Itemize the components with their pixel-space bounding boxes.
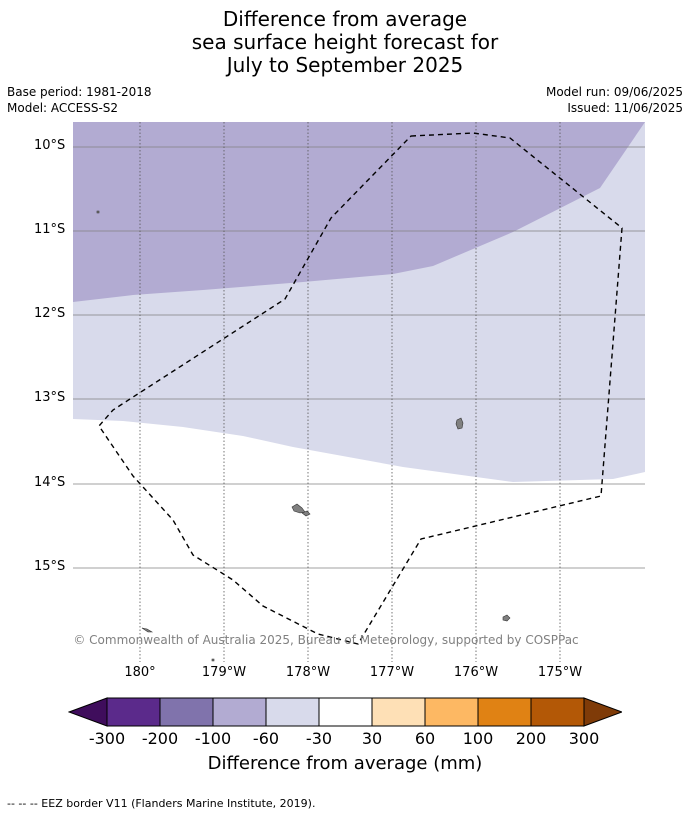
colorbar-cell: [318, 697, 373, 727]
meta-right: Model run: 09/06/2025 Issued: 11/06/2025: [546, 84, 683, 116]
model-name: Model: ACCESS-S2: [7, 101, 119, 115]
island-southwest: [141, 627, 154, 633]
title-line-3: July to September 2025: [226, 53, 464, 77]
lat-gridlines: [73, 146, 645, 569]
lat-label-12s: 12°S: [34, 306, 66, 321]
base-period: Base period: 1981-2018: [7, 85, 152, 99]
colorbar-tick-label: 300: [568, 729, 600, 748]
issued-date: Issued: 11/06/2025: [567, 101, 683, 115]
lon-label-179w: 179°W: [201, 665, 247, 680]
colorbar-tick-label: -30: [305, 729, 333, 748]
lon-label-178w: 178°W: [285, 665, 331, 680]
lat-label-15s: 15°S: [34, 559, 66, 574]
anomaly-band-dark: [73, 122, 645, 302]
colorbar-cell: [265, 697, 320, 727]
colorbar-cells: [68, 697, 622, 727]
colorbar-tick-label: 100: [462, 729, 494, 748]
colorbar-title: Difference from average (mm): [207, 753, 483, 774]
map-panel: [73, 122, 645, 662]
chart-title: Difference from average sea surface heig…: [0, 8, 690, 77]
colorbar-tick-label: -100: [194, 729, 232, 748]
colorbar-cell: [477, 697, 532, 727]
colorbar-extend-low: [68, 697, 108, 727]
lon-label-177w: 177°W: [369, 665, 415, 680]
lat-label-11s: 11°S: [34, 222, 66, 237]
colorbar-cell: [424, 697, 479, 727]
island-west-2: [301, 510, 311, 517]
colorbar-cell: [371, 697, 426, 727]
title-line-1: Difference from average: [222, 7, 468, 31]
title-line-2: sea surface height forecast for: [191, 30, 499, 54]
island-south: [502, 614, 511, 622]
eez-footnote: -- -- -- EEZ border V11 (Flanders Marine…: [7, 797, 316, 810]
colorbar-cell: [530, 697, 585, 727]
copyright-notice: © Commonwealth of Australia 2025, Bureau…: [73, 633, 579, 647]
lon-label-180: 180°: [124, 665, 156, 680]
lat-label-13s: 13°S: [34, 390, 66, 405]
islands: [96, 210, 511, 662]
lon-label-176w: 176°W: [453, 665, 499, 680]
lon-label-175w: 175°W: [537, 665, 583, 680]
colorbar-cell: [106, 697, 161, 727]
colorbar: [68, 697, 622, 727]
lon-gridlines: [139, 122, 561, 662]
islet-south: [211, 658, 215, 662]
colorbar-cell: [159, 697, 214, 727]
colorbar-tick-label: -300: [88, 729, 126, 748]
eez-border: [98, 132, 623, 645]
colorbar-tick-label: -60: [252, 729, 280, 748]
colorbar-tick-label: 30: [361, 729, 383, 748]
islet-north: [96, 210, 100, 214]
colorbar-tick-label: 200: [515, 729, 547, 748]
colorbar-extend-high: [583, 697, 622, 727]
colorbar-tick-label: -200: [141, 729, 179, 748]
colorbar-tick-label: 60: [414, 729, 436, 748]
island-east: [455, 417, 464, 430]
lat-label-14s: 14°S: [34, 475, 66, 490]
model-run: Model run: 09/06/2025: [545, 85, 683, 99]
meta-left: Base period: 1981-2018 Model: ACCESS-S2: [7, 84, 152, 116]
colorbar-cell: [212, 697, 267, 727]
lat-label-10s: 10°S: [34, 138, 66, 153]
